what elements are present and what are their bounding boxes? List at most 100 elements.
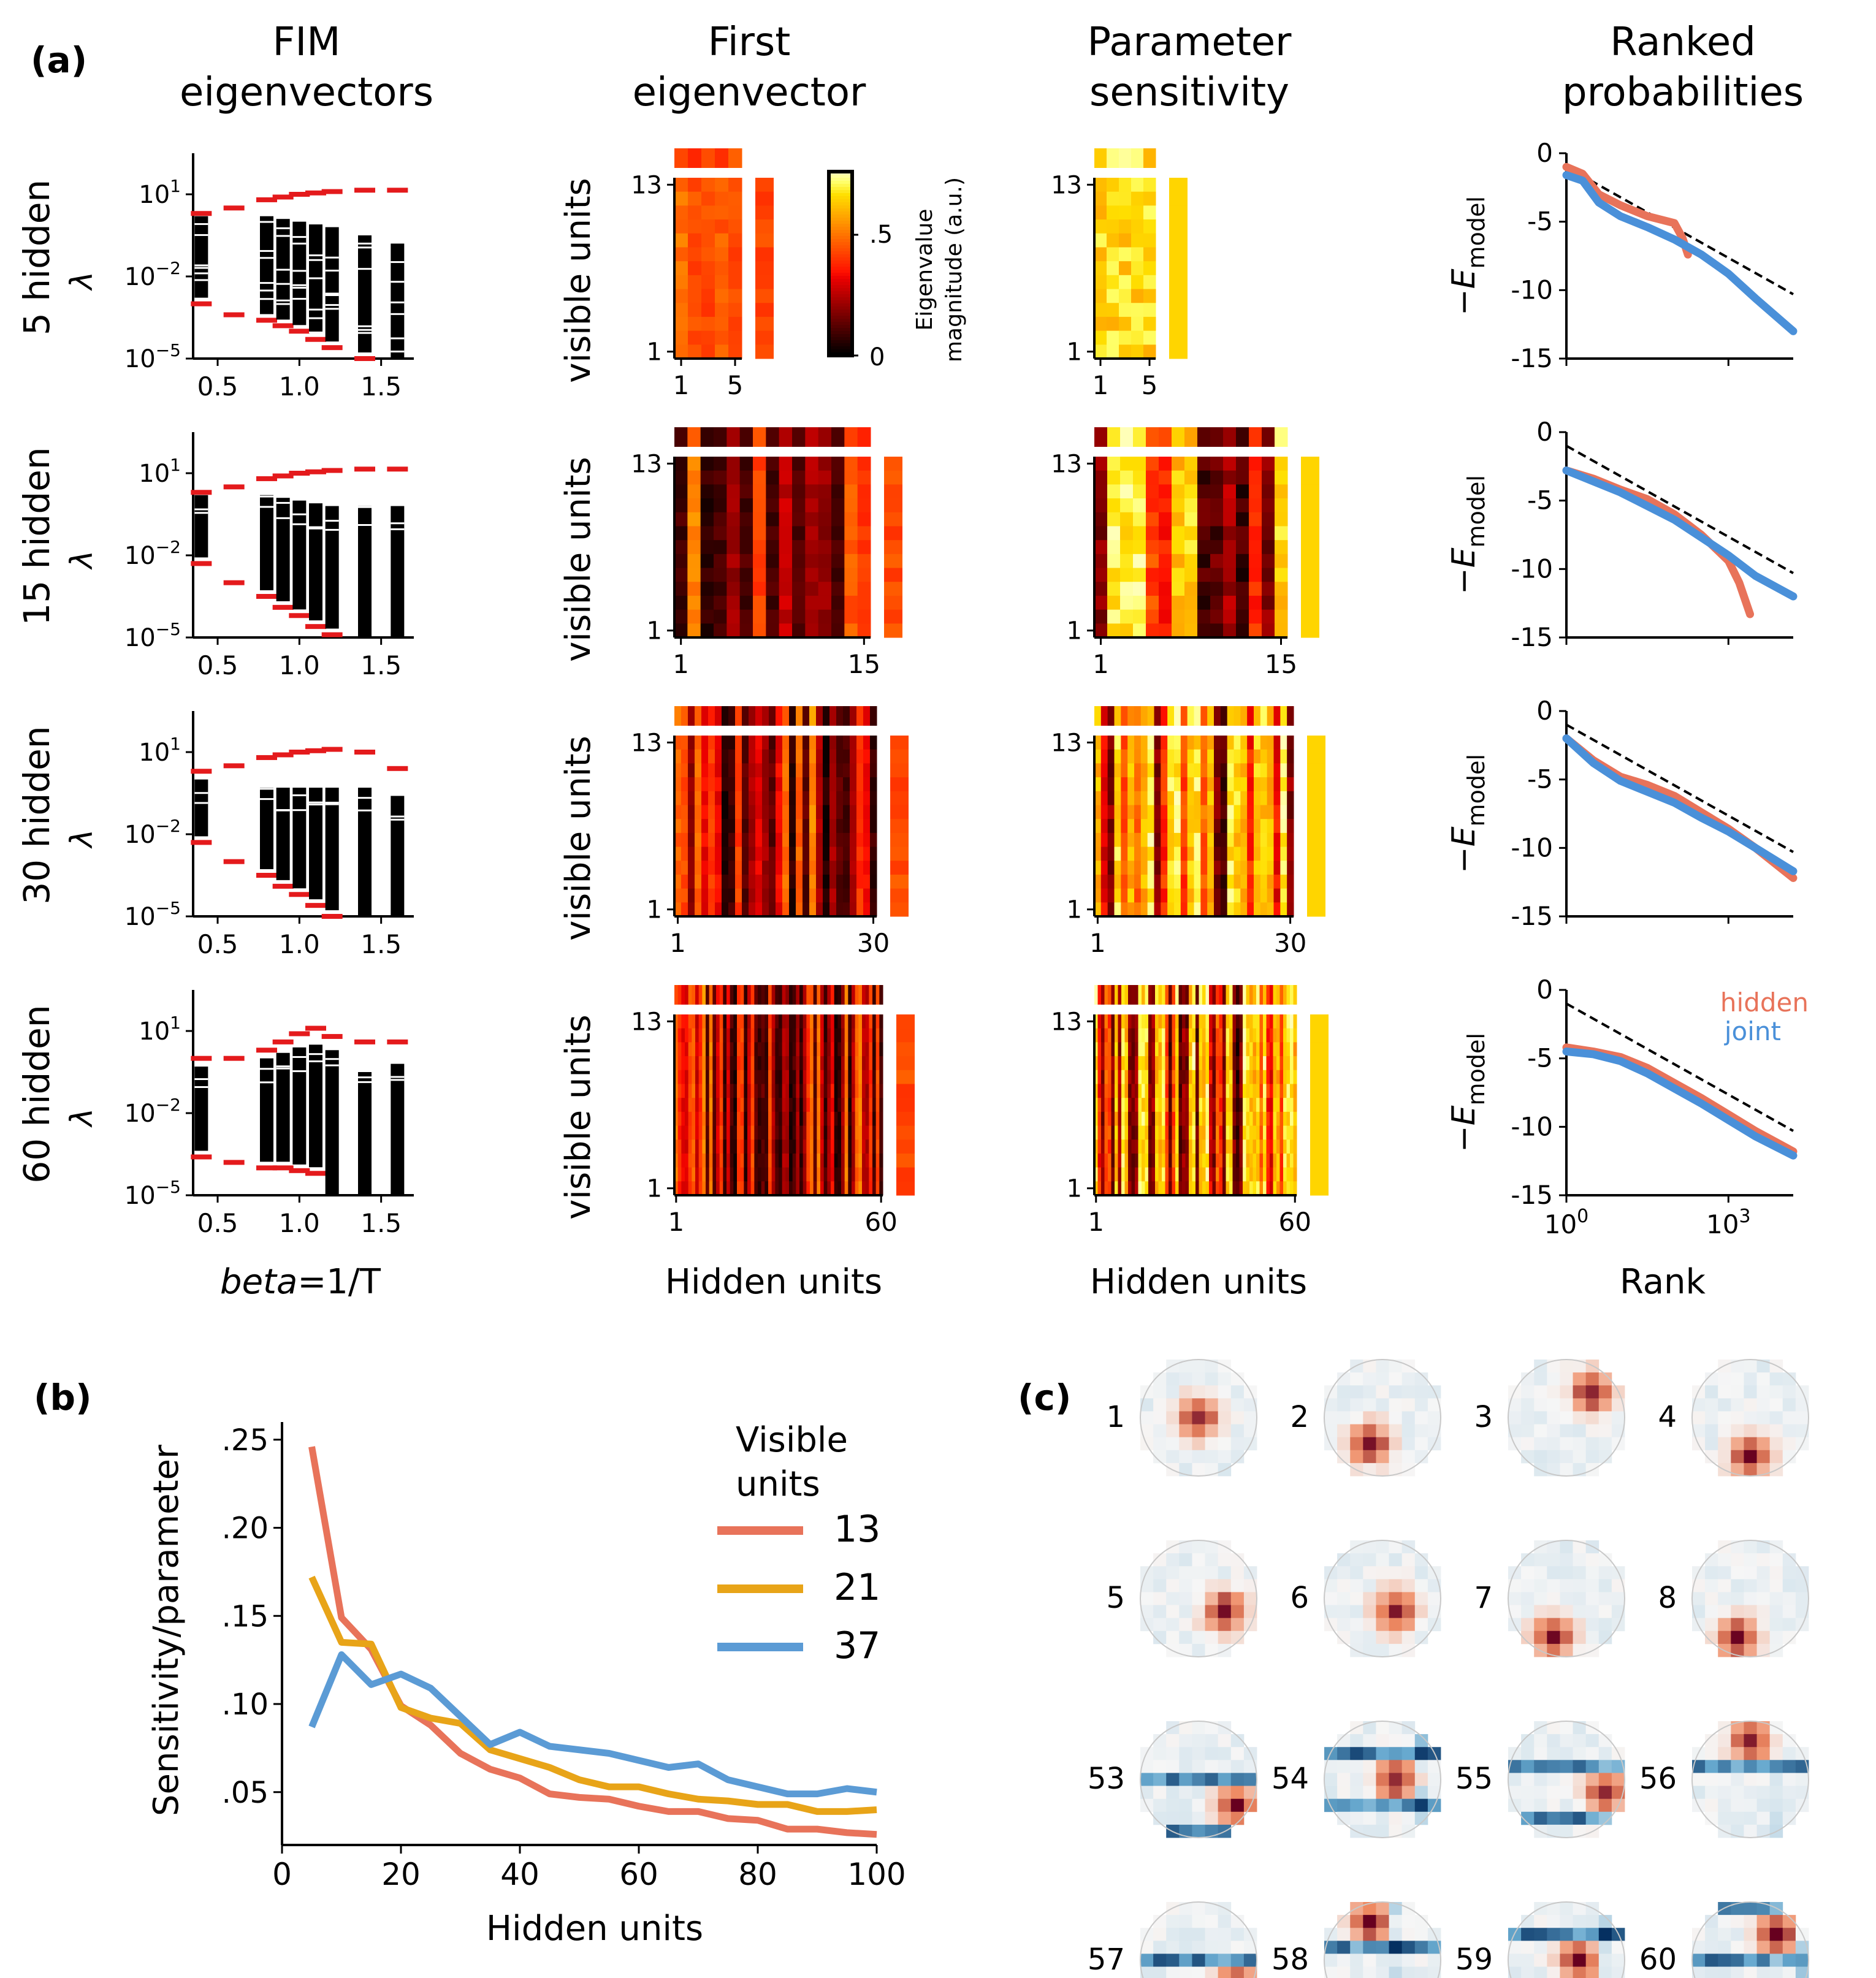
weight-cell (1279, 1042, 1284, 1057)
rf-cell (1179, 1566, 1192, 1580)
weight-cell (829, 861, 837, 875)
rf-cell (1389, 1540, 1403, 1554)
eigenvalue-gap (358, 325, 372, 327)
rf-cell (1573, 1411, 1587, 1425)
weight-cell (809, 846, 817, 861)
bias-cell (1197, 427, 1211, 447)
y-tick-label: 0 (1536, 417, 1553, 447)
weight-cell (712, 1125, 717, 1140)
weight-cell (1114, 832, 1121, 848)
colorbar (827, 170, 858, 357)
weight-cell (702, 1098, 706, 1113)
weight-cell (1135, 1181, 1138, 1196)
rf-cell (1179, 1450, 1192, 1464)
rf-cell (1389, 1941, 1403, 1954)
weight-cell (1169, 1084, 1172, 1098)
rf-cell (1205, 1398, 1219, 1412)
bias-cell (805, 427, 819, 447)
eigenvalue-gap (260, 282, 273, 284)
weight-cell (1212, 1014, 1216, 1029)
visible-bias-cell (890, 736, 909, 750)
weight-cell (1167, 777, 1175, 792)
weight-cell (1134, 874, 1142, 889)
weight-cell (1162, 1098, 1165, 1113)
weight-cell (769, 736, 776, 750)
weight-cell (1287, 736, 1294, 750)
rf-cell (1205, 1643, 1219, 1657)
weight-cell (818, 582, 832, 596)
weight-cell (806, 1111, 810, 1127)
weight-cell (863, 763, 871, 778)
rf-cell (1521, 1734, 1535, 1748)
weight-cell (1097, 1139, 1102, 1154)
rf-cell (1521, 1786, 1535, 1800)
weight-cell (796, 1098, 800, 1113)
b-legend-title-line1: Visible (736, 1420, 848, 1460)
weight-cell (706, 1070, 710, 1084)
weight-cell (1114, 805, 1121, 820)
svg-text:beta=1/T: beta=1/T (220, 1262, 381, 1302)
weight-cell (823, 1084, 828, 1098)
rf-cell (1756, 1643, 1771, 1657)
rf-cell (1573, 1734, 1587, 1748)
weight-cell (1214, 736, 1221, 750)
max-eigenvalue-mark (387, 766, 408, 771)
rf-cell (1534, 1941, 1547, 1954)
weight-cell (818, 457, 832, 471)
bias-cell (1200, 706, 1208, 726)
weight-cell (852, 1042, 856, 1057)
weight-cell (681, 791, 688, 805)
weight-cell (688, 191, 702, 206)
weight-cell (818, 484, 832, 499)
rf-cell (1508, 1605, 1522, 1619)
weight-cell (1283, 1042, 1287, 1057)
weight-cell (782, 791, 790, 805)
weight-cell (677, 1139, 682, 1154)
weight-cell (1107, 303, 1119, 318)
weight-cell (728, 763, 736, 778)
rf-cell (1179, 1360, 1192, 1373)
rf-cell (1534, 1553, 1547, 1567)
weight-cell (1263, 1153, 1267, 1168)
x-tick-label: 0.5 (197, 1208, 238, 1238)
weight-cell (792, 1070, 796, 1084)
rf-cell (1414, 1630, 1428, 1645)
x-tick-label: 60 (1279, 1207, 1311, 1237)
weight-cell (1118, 1139, 1122, 1154)
rf-cell (1756, 1424, 1771, 1438)
rf-cell (1363, 1553, 1376, 1567)
rf-cell (1573, 1540, 1587, 1554)
eigenvalue-gap (260, 298, 273, 300)
bias-cell (1212, 985, 1216, 1005)
weight-cell (782, 1139, 786, 1154)
weight-cell (1128, 1042, 1132, 1057)
rf-cell (1769, 1941, 1783, 1954)
weight-cell (719, 1042, 723, 1057)
weight-cell (1111, 1153, 1115, 1168)
weight-cell (1111, 1125, 1115, 1140)
weight-cell (1161, 763, 1168, 778)
weight-cell (762, 805, 769, 820)
weight-cell (739, 582, 753, 596)
bias-cell (1293, 985, 1297, 1005)
rf-cell (1782, 1953, 1796, 1967)
weight-cell (1107, 498, 1121, 513)
rf-cell (1547, 1747, 1560, 1760)
weight-cell (1119, 178, 1132, 192)
rf-cell (1769, 1786, 1783, 1800)
weight-cell (1222, 1056, 1226, 1071)
bias-cell (1161, 706, 1168, 726)
weight-cell (1283, 1111, 1287, 1127)
weight-cell (779, 1070, 783, 1084)
weight-cell (1270, 1111, 1273, 1127)
weight-cell (1256, 1070, 1260, 1084)
bias-cell (1172, 427, 1185, 447)
weight-cell (688, 275, 702, 290)
weight-cell (1197, 553, 1211, 569)
weight-cell (844, 553, 858, 569)
weight-cell (706, 1125, 710, 1140)
colorbar-step (829, 349, 852, 353)
weight-cell (761, 1042, 765, 1057)
rf-cell (1427, 1579, 1441, 1592)
weight-cell (1143, 191, 1156, 206)
